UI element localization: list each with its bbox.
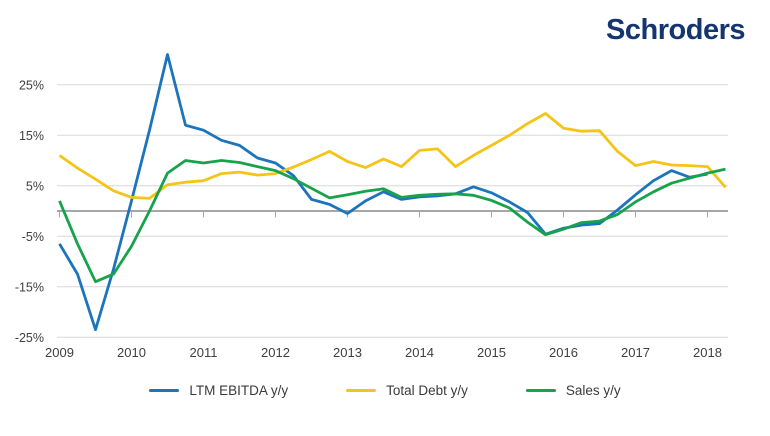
legend-item-total-debt: Total Debt y/y	[346, 383, 468, 398]
svg-text:-15%: -15%	[15, 280, 44, 294]
legend-label-ltm-ebitda: LTM EBITDA y/y	[189, 382, 289, 398]
legend-label-sales: Sales y/y	[565, 382, 621, 398]
legend-item-sales: Sales y/y	[525, 382, 621, 398]
svg-text:2016: 2016	[549, 345, 578, 360]
legend-item-ltm-ebitda: LTM EBITDA y/y	[149, 383, 288, 398]
svg-text:-25%: -25%	[15, 331, 44, 345]
svg-text:2018: 2018	[693, 345, 722, 360]
svg-text:2012: 2012	[261, 345, 290, 360]
svg-text:2013: 2013	[333, 345, 362, 360]
svg-text:25%: 25%	[19, 78, 44, 92]
svg-text:2010: 2010	[117, 345, 146, 360]
svg-text:15%: 15%	[19, 129, 44, 143]
svg-text:5%: 5%	[26, 179, 44, 193]
svg-text:-5%: -5%	[22, 230, 44, 244]
svg-text:2011: 2011	[190, 345, 218, 360]
svg-text:2014: 2014	[405, 345, 434, 360]
schroders-logo: Schroders	[606, 14, 745, 46]
svg-text:2015: 2015	[477, 345, 506, 360]
legend: LTM EBITDA y/y Total Debt y/y Sales y/y	[0, 378, 770, 402]
svg-text:2009: 2009	[45, 345, 74, 360]
legend-label-total-debt: Total Debt y/y	[386, 382, 468, 398]
legend-swatch-sales	[525, 388, 556, 392]
legend-swatch-ltm-ebitda	[149, 388, 180, 392]
line-chart: 25% 15% 5% -5% -15% -25%2009 2010 2011 2012 2013 2…	[15, 53, 728, 360]
svg-text:2017: 2017	[621, 345, 650, 360]
legend-swatch-total-debt	[346, 388, 377, 392]
